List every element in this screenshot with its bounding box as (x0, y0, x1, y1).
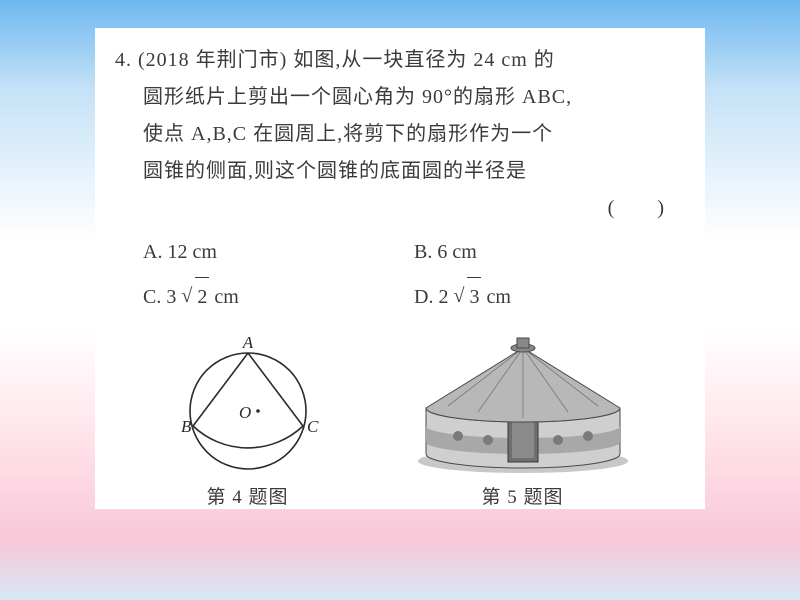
option-c-post: cm (214, 286, 238, 308)
question-text: 4. (2018 年荆门市) 如图,从一块直径为 24 cm 的 圆形纸片上剪出… (115, 42, 685, 227)
figure-5: 第 5 题图 (408, 326, 638, 509)
q-line-2: 圆形纸片上剪出一个圆心角为 90°的扇形 ABC, (115, 79, 685, 116)
figure-4-caption: 第 4 题图 (206, 482, 288, 509)
options-row-1: A. 12 cm B. 6 cm (115, 233, 685, 271)
sqrt-icon: 2 (181, 277, 209, 316)
label-a: A (241, 333, 253, 352)
question-source: (2018 年荆门市) (138, 49, 287, 71)
q-line-1: 如图,从一块直径为 24 cm 的 (293, 49, 554, 71)
sqrt-icon: 3 (453, 277, 481, 316)
yurt-illustration (408, 326, 638, 476)
question-number: 4. (115, 49, 132, 71)
option-d: D. 2 3 cm (414, 277, 685, 316)
q-line-3: 使点 A,B,C 在圆周上,将剪下的扇形作为一个 (115, 116, 685, 153)
label-b: B (181, 417, 192, 436)
label-c: C (307, 417, 319, 436)
option-d-pre: D. 2 (414, 286, 448, 308)
option-c-pre: C. 3 (143, 286, 176, 308)
circle-sector-diagram: A B C O (163, 326, 333, 476)
figures-row: A B C O 第 4 题图 (115, 326, 685, 509)
option-b: B. 6 cm (414, 233, 685, 271)
option-c: C. 3 2 cm (143, 277, 414, 316)
option-c-rad: 2 (195, 277, 209, 316)
figure-5-caption: 第 5 题图 (481, 482, 563, 509)
option-d-post: cm (486, 286, 510, 308)
label-o: O (239, 403, 251, 422)
options-row-2: C. 3 2 cm D. 2 3 cm (115, 277, 685, 316)
figure-4: A B C O 第 4 题图 (163, 326, 333, 509)
option-d-rad: 3 (467, 277, 481, 316)
answer-blank: ( ) (115, 190, 685, 227)
q-line-4: 圆锥的侧面,则这个圆锥的底面圆的半径是 (115, 153, 685, 190)
option-a: A. 12 cm (143, 233, 414, 271)
